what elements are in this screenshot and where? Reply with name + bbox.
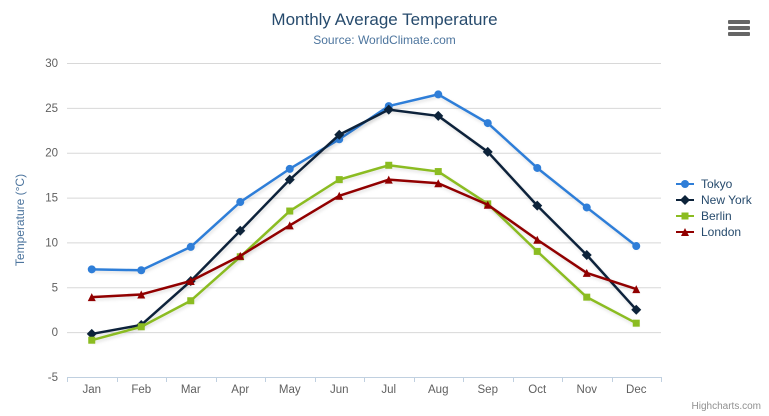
- data-point-marker[interactable]: [236, 251, 245, 260]
- square-legend-marker-icon: [676, 212, 694, 220]
- data-point-marker[interactable]: [186, 277, 195, 286]
- data-point-marker[interactable]: [137, 266, 146, 275]
- y-axis-title: Temperature (°C): [13, 174, 27, 266]
- data-point-marker: [681, 180, 689, 188]
- gridlines: [67, 63, 661, 378]
- data-point-marker[interactable]: [187, 297, 195, 305]
- data-point-marker[interactable]: [434, 179, 443, 188]
- data-point-marker[interactable]: [334, 129, 345, 140]
- export-menu-button[interactable]: [728, 20, 750, 36]
- data-point-marker[interactable]: [383, 104, 394, 115]
- data-point-marker[interactable]: [285, 164, 294, 173]
- x-axis: Jan Feb Mar Apr May Jun Jul Aug Sep Oct Nov Dec: [67, 377, 662, 396]
- legend-item-london[interactable]: London: [676, 224, 752, 240]
- data-point-marker[interactable]: [482, 146, 493, 157]
- data-point-marker: [681, 212, 689, 220]
- triangle-legend-marker-icon: [676, 228, 694, 236]
- legend-item-berlin[interactable]: Berlin: [676, 208, 752, 224]
- data-point-marker[interactable]: [483, 200, 492, 209]
- data-point-marker[interactable]: [533, 163, 542, 172]
- data-point-marker: [680, 195, 690, 205]
- data-point-marker[interactable]: [632, 242, 641, 251]
- legend-label: New York: [701, 193, 752, 207]
- data-point-marker[interactable]: [286, 207, 294, 215]
- data-point-marker[interactable]: [236, 198, 245, 207]
- x-axis-label: Nov: [577, 384, 598, 396]
- x-axis-label: May: [279, 384, 301, 396]
- data-point-marker[interactable]: [335, 176, 343, 184]
- hamburger-icon: [728, 20, 750, 36]
- y-axis-label: 25: [45, 103, 58, 115]
- x-axis-label: Mar: [181, 384, 201, 396]
- data-point-marker[interactable]: [86, 328, 97, 339]
- data-point-marker[interactable]: [137, 323, 145, 331]
- data-point-marker[interactable]: [186, 242, 195, 251]
- y-axis-label: 5: [52, 282, 58, 294]
- series-new-york[interactable]: [86, 104, 642, 339]
- credits-link[interactable]: Highcharts.com: [691, 401, 761, 412]
- data-point-marker[interactable]: [88, 336, 96, 344]
- series-tokyo[interactable]: [87, 90, 641, 275]
- x-axis-label: Jun: [330, 384, 349, 396]
- data-point-marker[interactable]: [581, 249, 592, 260]
- data-point-marker[interactable]: [533, 247, 541, 255]
- data-point-marker[interactable]: [532, 200, 543, 211]
- data-point-marker[interactable]: [335, 191, 344, 200]
- legend-label: London: [701, 225, 742, 239]
- x-axis-label: Feb: [131, 384, 151, 396]
- data-point-marker[interactable]: [631, 304, 642, 315]
- x-axis-label: Apr: [231, 384, 249, 396]
- data-point-marker[interactable]: [582, 268, 591, 277]
- data-point-marker[interactable]: [285, 221, 294, 230]
- data-point-marker[interactable]: [433, 110, 444, 121]
- data-point-marker[interactable]: [385, 161, 393, 169]
- data-point-marker[interactable]: [87, 293, 96, 302]
- data-point-marker[interactable]: [137, 290, 146, 299]
- x-axis-label: Sep: [478, 384, 498, 396]
- legend: Tokyo New York Berlin London: [676, 176, 752, 240]
- series-london[interactable]: [87, 175, 641, 302]
- legend-item-tokyo[interactable]: Tokyo: [676, 176, 752, 192]
- data-point-marker[interactable]: [632, 319, 640, 327]
- y-axis-label: 10: [45, 237, 58, 249]
- y-axis-labels: -5 0 5 10 15 20 25 30: [45, 58, 58, 384]
- y-axis-label: 15: [45, 193, 58, 205]
- chart-subtitle: Source: WorldClimate.com: [313, 33, 456, 47]
- chart-title: Monthly Average Temperature: [271, 10, 498, 29]
- data-point-marker[interactable]: [434, 168, 442, 176]
- legend-label: Berlin: [701, 209, 732, 223]
- data-point-marker[interactable]: [87, 265, 96, 274]
- data-point-marker[interactable]: [284, 174, 295, 185]
- legend-label: Tokyo: [701, 177, 733, 191]
- data-point-marker[interactable]: [533, 235, 542, 244]
- y-axis-label: 30: [45, 58, 58, 70]
- data-point-marker[interactable]: [434, 90, 443, 99]
- y-axis-label: 0: [52, 327, 58, 339]
- data-point-marker: [681, 228, 689, 236]
- legend-item-new-york[interactable]: New York: [676, 192, 752, 208]
- circle-legend-marker-icon: [676, 180, 694, 188]
- data-point-marker[interactable]: [582, 203, 591, 212]
- diamond-legend-marker-icon: [676, 195, 694, 205]
- data-point-marker[interactable]: [235, 225, 246, 236]
- data-point-marker[interactable]: [583, 293, 591, 301]
- y-axis-label: 20: [45, 148, 58, 160]
- data-point-marker[interactable]: [384, 175, 393, 184]
- x-axis-label: Dec: [626, 384, 647, 396]
- y-axis-label: -5: [48, 372, 58, 384]
- x-axis-label: Jan: [82, 384, 101, 396]
- data-point-marker[interactable]: [632, 285, 641, 294]
- x-axis-label: Oct: [528, 384, 547, 396]
- data-point-marker[interactable]: [483, 119, 492, 128]
- x-axis-label: Jul: [381, 384, 396, 396]
- x-axis-label: Aug: [428, 384, 448, 396]
